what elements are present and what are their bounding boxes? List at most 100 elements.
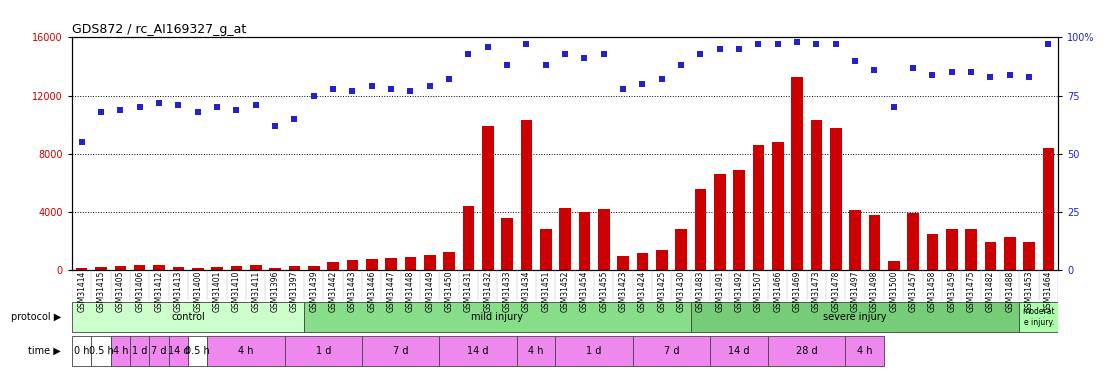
Bar [443,252,455,270]
Point [691,51,709,57]
Text: GSM31455: GSM31455 [599,271,608,312]
Bar [134,266,145,270]
Text: 4 h: 4 h [529,346,544,356]
Point [188,109,206,115]
Point [247,102,265,108]
Text: 14 d: 14 d [728,346,750,356]
Text: GSM31498: GSM31498 [870,271,879,312]
Bar [386,258,397,270]
Point [614,86,632,92]
FancyBboxPatch shape [111,336,130,366]
Point [305,93,322,99]
Point [924,72,942,78]
Text: GSM31415: GSM31415 [96,271,105,312]
Text: 4 h: 4 h [856,346,872,356]
Text: GSM31457: GSM31457 [909,271,917,312]
Bar [1043,148,1055,270]
Text: GSM31396: GSM31396 [270,271,279,312]
Text: GSM31411: GSM31411 [252,271,260,312]
Text: protocol ▶: protocol ▶ [11,312,61,322]
Bar [752,145,765,270]
Text: GSM31431: GSM31431 [464,271,473,312]
Bar [269,268,280,270]
Bar [907,213,919,270]
Point [750,42,768,48]
Text: GSM31453: GSM31453 [1025,271,1034,312]
Bar [965,229,977,270]
Bar [888,261,900,270]
FancyBboxPatch shape [72,336,91,366]
FancyBboxPatch shape [1019,302,1058,332]
Bar [250,266,261,270]
Point [865,67,883,73]
Bar [424,255,435,270]
Bar [482,126,493,270]
Bar [675,229,687,270]
Bar [404,256,417,270]
Text: GSM31433: GSM31433 [503,271,512,312]
Text: 14 d: 14 d [167,346,189,356]
FancyBboxPatch shape [91,336,111,366]
Point [653,76,670,82]
FancyBboxPatch shape [555,336,633,366]
Point [460,51,478,57]
Point [575,56,593,62]
Point [847,58,864,64]
FancyBboxPatch shape [207,336,285,366]
Text: 1 d: 1 d [586,346,602,356]
Text: GSM31447: GSM31447 [387,271,396,312]
Point [885,104,903,110]
Bar [985,242,996,270]
FancyBboxPatch shape [440,336,516,366]
Bar [95,267,106,270]
Point [982,74,999,80]
Point [962,69,979,75]
Text: GSM31491: GSM31491 [716,271,725,312]
Bar [617,256,629,270]
Point [92,109,110,115]
Text: GSM31469: GSM31469 [792,271,801,312]
Text: GSM31434: GSM31434 [522,271,531,312]
Point [1039,42,1057,48]
Text: GSM31473: GSM31473 [812,271,821,312]
FancyBboxPatch shape [362,336,440,366]
FancyBboxPatch shape [72,302,304,332]
Text: GSM31443: GSM31443 [348,271,357,312]
Point [808,42,825,48]
Text: 0 h: 0 h [74,346,90,356]
FancyBboxPatch shape [516,336,555,366]
Text: GSM31500: GSM31500 [890,271,899,312]
Text: 1 d: 1 d [132,346,147,356]
Text: GSM31482: GSM31482 [986,271,995,312]
Point [362,83,380,89]
Point [266,123,284,129]
Bar [850,210,861,270]
Point [730,46,748,52]
Bar [192,267,204,270]
Text: GSM31483: GSM31483 [696,271,705,312]
Bar [791,77,803,270]
Point [131,104,148,110]
Text: 4 h: 4 h [238,346,254,356]
Bar [288,266,300,270]
Text: GSM31439: GSM31439 [309,271,318,312]
Point [1001,72,1018,78]
FancyBboxPatch shape [845,336,884,366]
Bar [521,120,532,270]
Bar [830,128,842,270]
Point [634,81,652,87]
Text: GSM31452: GSM31452 [561,271,570,312]
Bar [308,266,319,270]
Text: time ▶: time ▶ [28,346,61,356]
Text: moderat
e injury.: moderat e injury. [1023,308,1055,327]
Text: GSM31475: GSM31475 [966,271,976,312]
Point [769,42,787,48]
Point [208,104,226,110]
Bar [153,265,165,270]
Bar [926,234,938,270]
Bar [811,120,822,270]
Bar [695,189,706,270]
Text: GSM31448: GSM31448 [406,271,414,312]
Point [673,62,690,68]
FancyBboxPatch shape [690,302,1019,332]
